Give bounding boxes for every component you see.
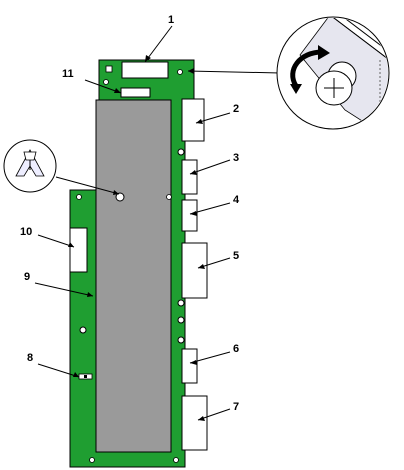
screw <box>76 69 183 463</box>
connector-10 <box>69 227 88 273</box>
standoff-clip-icon <box>3 139 57 193</box>
screw-rotate-icon <box>276 16 390 130</box>
callout-6: 6 <box>233 343 239 355</box>
mounting-hole <box>177 299 185 307</box>
callout-5: 5 <box>233 250 239 262</box>
mounting-hole <box>177 148 185 156</box>
arrowheads <box>68 55 205 421</box>
label-cutout <box>120 87 151 98</box>
callout-9: 9 <box>24 271 30 283</box>
callout-7: 7 <box>233 401 239 413</box>
connector-2 <box>181 98 205 142</box>
grey-panel <box>95 99 172 453</box>
callout-8: 8 <box>27 352 33 364</box>
jumper-8-pin <box>84 375 87 378</box>
top-connector-cutout <box>121 61 169 79</box>
callout-1: 1 <box>168 14 174 26</box>
mounting-hole <box>177 316 185 324</box>
connector-3 <box>181 159 198 195</box>
callout-3: 3 <box>233 152 239 164</box>
mounting-hole <box>177 336 185 344</box>
mounting-hole <box>115 192 125 202</box>
mounting-hole <box>79 326 87 334</box>
callout-11: 11 <box>62 68 74 80</box>
callout-4: 4 <box>233 194 240 206</box>
connector-6 <box>181 348 198 384</box>
callout-2: 2 <box>233 103 239 115</box>
connector-4 <box>181 199 198 232</box>
callout-10: 10 <box>20 226 32 238</box>
connector-7 <box>181 395 208 451</box>
connector-5 <box>181 242 208 299</box>
small-square <box>105 65 113 73</box>
